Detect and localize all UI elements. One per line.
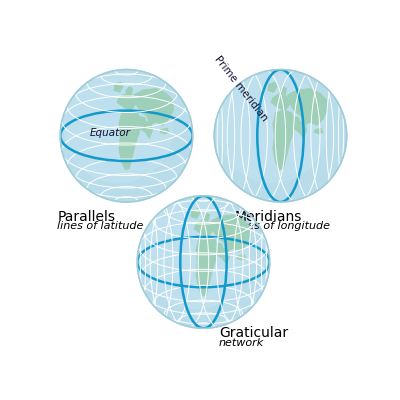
Text: Prime meridian: Prime meridian bbox=[212, 54, 269, 123]
Circle shape bbox=[218, 74, 327, 182]
Polygon shape bbox=[202, 212, 210, 222]
Circle shape bbox=[137, 196, 270, 328]
Circle shape bbox=[137, 196, 270, 328]
Text: Equator: Equator bbox=[90, 128, 130, 138]
Polygon shape bbox=[236, 254, 246, 261]
Text: lines of longitude: lines of longitude bbox=[234, 222, 330, 232]
Polygon shape bbox=[137, 116, 148, 132]
Text: Meridians: Meridians bbox=[234, 210, 302, 224]
Polygon shape bbox=[214, 242, 225, 259]
Polygon shape bbox=[116, 93, 136, 111]
Circle shape bbox=[60, 70, 193, 202]
Polygon shape bbox=[113, 82, 124, 93]
Text: Parallels: Parallels bbox=[57, 210, 115, 224]
Polygon shape bbox=[279, 86, 287, 96]
Circle shape bbox=[64, 74, 173, 182]
Polygon shape bbox=[133, 88, 174, 126]
Circle shape bbox=[60, 70, 193, 202]
Polygon shape bbox=[196, 236, 218, 296]
Polygon shape bbox=[125, 86, 133, 96]
Polygon shape bbox=[287, 88, 328, 126]
Text: network: network bbox=[219, 338, 264, 348]
Polygon shape bbox=[190, 208, 201, 219]
Polygon shape bbox=[210, 214, 251, 252]
Text: Graticular: Graticular bbox=[219, 326, 288, 340]
Polygon shape bbox=[270, 93, 290, 111]
Polygon shape bbox=[272, 109, 295, 170]
Polygon shape bbox=[194, 219, 213, 237]
Circle shape bbox=[214, 70, 347, 202]
Polygon shape bbox=[221, 248, 230, 265]
Circle shape bbox=[214, 70, 347, 202]
Text: lines of latitude: lines of latitude bbox=[57, 222, 144, 232]
Polygon shape bbox=[291, 116, 302, 132]
Polygon shape bbox=[160, 128, 170, 134]
Circle shape bbox=[141, 200, 250, 308]
Polygon shape bbox=[118, 109, 141, 170]
Polygon shape bbox=[298, 121, 307, 139]
Polygon shape bbox=[314, 128, 324, 134]
Polygon shape bbox=[144, 121, 153, 139]
Polygon shape bbox=[267, 82, 278, 93]
